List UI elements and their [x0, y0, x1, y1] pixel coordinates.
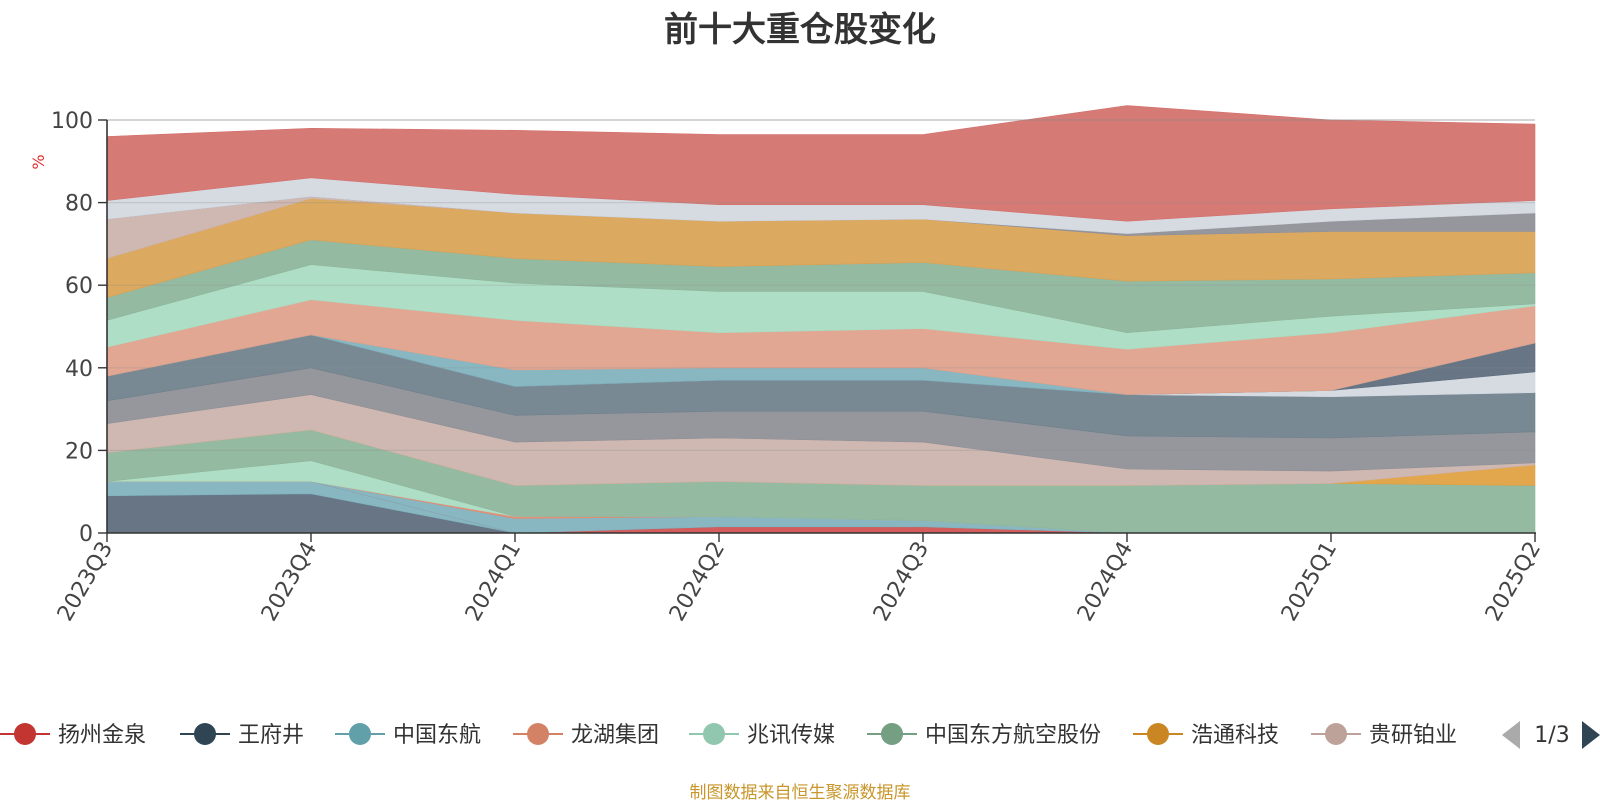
y-tick-label: 100: [51, 109, 93, 134]
x-tick-label: 2024Q3: [869, 538, 934, 626]
y-tick-label: 40: [65, 357, 93, 382]
legend-prev-icon[interactable]: [1502, 721, 1520, 749]
legend-marker: [194, 723, 216, 745]
x-tick-labels: 2023Q3 2023Q4 2024Q1 2024Q2 2024Q3 2024Q4 2025…: [53, 538, 1546, 626]
legend: 扬州金泉 王府井 中国东航 龙湖集团 兆讯传媒 中国东方航空股份 浩通科技 贵研铂业: [0, 723, 1457, 748]
x-tick-label: 2025Q1: [1277, 538, 1342, 626]
legend-next-icon[interactable]: [1582, 721, 1600, 749]
y-axis-label: %: [29, 154, 48, 169]
chart-title: 前十大重仓股变化: [664, 10, 936, 50]
legend-marker: [527, 723, 549, 745]
legend-item[interactable]: 兆讯传媒: [689, 723, 835, 748]
x-tick-label: 2024Q4: [1073, 538, 1138, 626]
x-tick-label: 2023Q3: [53, 538, 118, 626]
legend-marker: [1147, 723, 1169, 745]
legend-marker: [349, 723, 371, 745]
legend-label: 贵研铂业: [1369, 723, 1457, 748]
x-tick-label: 2025Q2: [1481, 538, 1546, 626]
x-tick-label: 2024Q1: [461, 538, 526, 626]
y-tick-labels: 0 20 40 60 80 100: [51, 109, 93, 547]
legend-item[interactable]: 中国东航: [335, 723, 481, 748]
area-series-group: [106, 105, 1536, 534]
y-tick-label: 80: [65, 192, 93, 217]
legend-item[interactable]: 浩通科技: [1133, 723, 1279, 748]
legend-marker: [14, 723, 36, 745]
legend-label: 兆讯传媒: [747, 723, 835, 748]
legend-marker: [703, 723, 725, 745]
legend-item[interactable]: 贵研铂业: [1311, 723, 1457, 748]
legend-label: 扬州金泉: [58, 723, 146, 748]
data-source-note: 制图数据来自恒生聚源数据库: [689, 783, 911, 803]
legend-page-indicator: 1/3: [1534, 723, 1569, 748]
legend-label: 龙湖集团: [571, 723, 659, 748]
legend-label: 中国东航: [393, 723, 481, 748]
legend-item[interactable]: 王府井: [180, 723, 304, 748]
legend-label: 浩通科技: [1191, 723, 1279, 748]
legend-marker: [881, 723, 903, 745]
grid-lines: [107, 119, 1535, 451]
axes: [98, 119, 1536, 542]
legend-label: 王府井: [238, 723, 304, 748]
y-tick-label: 20: [65, 439, 93, 464]
legend-item[interactable]: 中国东方航空股份: [867, 723, 1101, 748]
legend-label: 中国东方航空股份: [925, 723, 1101, 748]
y-tick-label: 0: [79, 522, 93, 547]
x-tick-label: 2023Q4: [257, 538, 322, 626]
legend-marker: [1325, 723, 1347, 745]
legend-pager: 1/3: [1502, 721, 1600, 749]
area-series-21: [106, 105, 1536, 222]
x-tick-label: 2024Q2: [665, 538, 730, 626]
legend-item[interactable]: 龙湖集团: [513, 723, 659, 748]
y-tick-label: 60: [65, 274, 93, 299]
legend-item[interactable]: 扬州金泉: [0, 723, 146, 748]
